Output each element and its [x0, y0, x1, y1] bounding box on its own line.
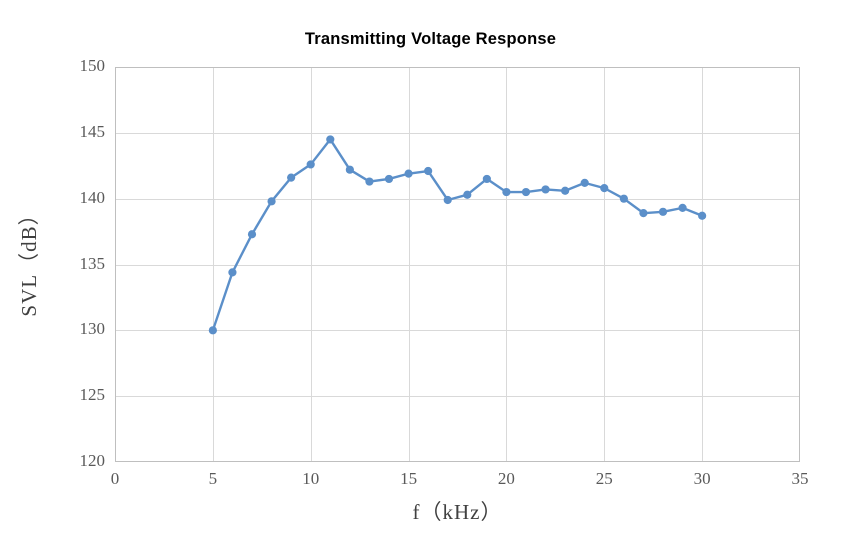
- vertical-gridlines: [213, 67, 703, 462]
- data-point-marker: [482, 174, 491, 184]
- y-axis-tick-label: 150: [79, 56, 106, 75]
- data-point-marker: [345, 165, 354, 174]
- series-markers-svl: [208, 135, 707, 335]
- data-point-marker: [639, 209, 648, 218]
- y-axis-tick-label: 125: [79, 385, 106, 405]
- x-axis-tick-label: 30: [693, 469, 711, 488]
- plot-area: [115, 67, 800, 462]
- x-axis-tick-label: 10: [302, 469, 320, 488]
- data-point-marker: [424, 166, 433, 176]
- series-line-svl: [211, 138, 704, 332]
- data-point-marker: [326, 135, 335, 144]
- data-point-marker: [306, 160, 315, 169]
- data-point-marker: [463, 190, 472, 199]
- data-point-marker: [600, 184, 609, 193]
- data-point-marker: [698, 211, 707, 220]
- data-point-marker: [658, 207, 668, 216]
- data-point-marker: [208, 326, 217, 335]
- data-point-marker: [580, 178, 589, 187]
- data-point-marker: [228, 268, 237, 277]
- x-axis-tick-label: 5: [208, 469, 218, 488]
- data-point-marker: [287, 173, 296, 182]
- data-point-marker: [247, 230, 257, 239]
- x-axis-tick-label: 35: [791, 469, 809, 488]
- x-axis-tick-label: 0: [110, 469, 120, 488]
- data-point-marker: [404, 169, 413, 178]
- data-point-marker: [521, 187, 531, 197]
- y-axis-title: SVL（dB）: [17, 203, 41, 317]
- y-axis-tick-label: 135: [79, 253, 106, 273]
- horizontal-gridlines: [115, 133, 800, 397]
- y-axis-tick-label: 145: [79, 121, 106, 141]
- data-point-marker: [267, 197, 276, 206]
- y-axis-tick-label: 130: [79, 319, 106, 339]
- data-point-marker: [541, 185, 550, 194]
- data-point-marker: [365, 177, 374, 186]
- y-axis-tick-label: 140: [79, 187, 106, 207]
- x-axis-tick-label: 25: [595, 469, 613, 488]
- data-point-marker: [443, 195, 452, 205]
- chart-title: Transmitting Voltage Response: [304, 30, 557, 48]
- x-axis-tick-label: 15: [400, 469, 418, 488]
- data-point-marker: [619, 194, 628, 203]
- data-point-marker: [678, 203, 687, 212]
- plot-border: [115, 67, 800, 462]
- data-point-marker: [384, 174, 394, 184]
- line-chart-svg: [115, 67, 800, 462]
- data-point-marker: [561, 186, 570, 195]
- x-axis-title: f（kHz）: [412, 500, 503, 524]
- x-axis-tick-label: 20: [497, 469, 515, 488]
- y-axis-tick-label: 120: [79, 451, 106, 470]
- data-point-marker: [502, 187, 511, 197]
